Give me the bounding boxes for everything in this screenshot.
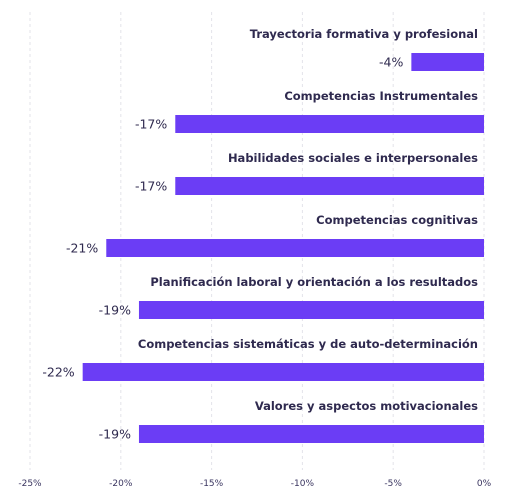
x-tick-label: -25% — [18, 479, 42, 489]
category-label: Competencias Instrumentales — [284, 89, 478, 103]
x-tick-label: -15% — [200, 479, 224, 489]
value-label: -17% — [135, 117, 167, 132]
bar — [106, 239, 484, 257]
value-label: -21% — [66, 241, 98, 256]
x-tick-label: -20% — [109, 479, 133, 489]
bar — [82, 363, 484, 381]
value-label: -19% — [99, 303, 131, 318]
category-label: Planificación laboral y orientación a lo… — [150, 275, 478, 289]
category-label: Valores y aspectos motivacionales — [255, 399, 478, 413]
value-label: -22% — [42, 365, 74, 380]
bar — [138, 301, 484, 319]
bar — [175, 115, 484, 133]
category-label: Competencias sistemáticas y de auto-dete… — [138, 337, 478, 351]
x-tick-label: -10% — [291, 479, 315, 489]
bar — [138, 425, 484, 443]
value-label: -19% — [99, 427, 131, 442]
value-label: -4% — [379, 55, 403, 70]
x-tick-label: -5% — [384, 479, 402, 489]
bar — [175, 177, 484, 195]
category-label: Competencias cognitivas — [316, 213, 478, 227]
bar — [411, 53, 484, 71]
category-label: Trayectoria formativa y profesional — [250, 27, 478, 41]
category-label: Habilidades sociales e interpersonales — [228, 151, 478, 165]
labels: Trayectoria formativa y profesional -4% Co… — [42, 27, 478, 442]
x-tick-label: 0% — [477, 479, 492, 489]
x-axis-ticks: -25% -20% -15% -10% -5% 0% — [18, 479, 491, 489]
value-label: -17% — [135, 179, 167, 194]
bars — [82, 53, 484, 443]
